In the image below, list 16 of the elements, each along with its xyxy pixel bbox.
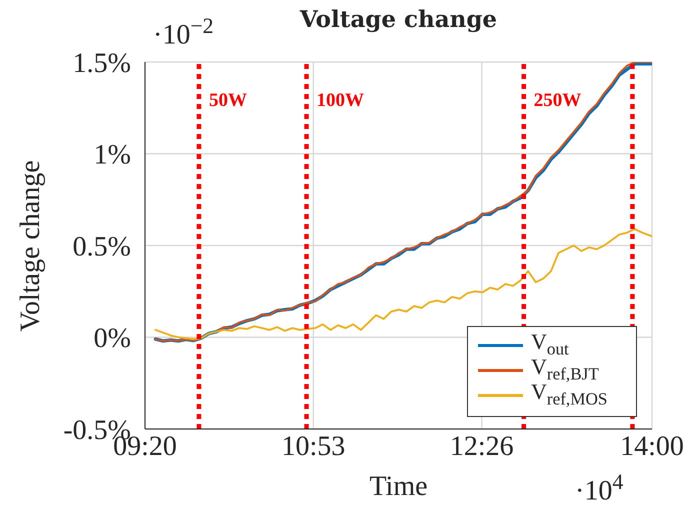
x-axis-title: Time	[369, 471, 428, 502]
ref-line-label: 250W	[534, 90, 582, 111]
chart-title: Voltage change	[300, 6, 498, 33]
x-tick-label: 12:26	[450, 430, 514, 462]
ref-line-label: 50W	[208, 90, 247, 111]
y-tick-label: 1%	[94, 140, 131, 171]
y-tick-label: 0.5%	[72, 231, 131, 262]
y-axis-title: Voltage change	[15, 160, 47, 332]
legend-label: V$_{out}$	[531, 328, 569, 360]
text: ·10$^{−2}$	[153, 14, 214, 52]
text: ·10$^{4}$	[575, 470, 624, 508]
ref-line-label: 100W	[316, 90, 364, 111]
y-tick-label: 1.5%	[72, 48, 131, 79]
y-tick-label: 0%	[94, 323, 131, 354]
x-tick-label: 10:53	[282, 430, 346, 462]
x-tick-label: 14:00	[620, 430, 684, 462]
